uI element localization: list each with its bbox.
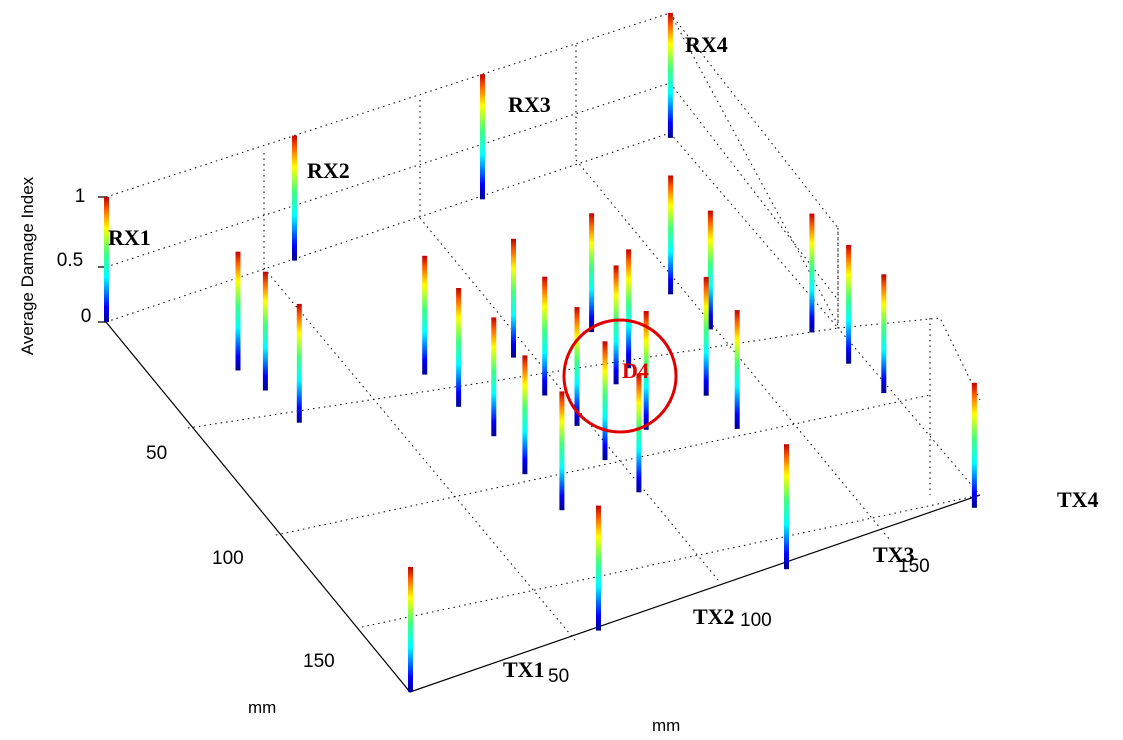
z-tick-0-5: 0.5 xyxy=(57,250,83,271)
damage-label: D4 xyxy=(622,358,649,383)
spike-path-4 xyxy=(422,255,428,375)
label-rx2: RX2 xyxy=(307,158,350,183)
spike-tx1 xyxy=(408,566,413,692)
spike-tx3 xyxy=(784,444,789,570)
spike-path-8 xyxy=(559,391,565,511)
spike-path-16 xyxy=(589,213,595,333)
spike-path-12 xyxy=(602,341,608,461)
spike-path-23 xyxy=(846,244,852,364)
grid-floor xyxy=(187,159,981,641)
spike-path-21 xyxy=(734,310,740,429)
spike-path-22 xyxy=(809,213,815,333)
spike-path-11 xyxy=(574,307,580,426)
spike-path-20 xyxy=(703,276,709,396)
spike-path-17 xyxy=(626,249,632,369)
spike-path-5 xyxy=(456,288,462,407)
spike-path-6 xyxy=(491,317,497,437)
label-rx4: RX4 xyxy=(685,32,728,57)
spike-rx4 xyxy=(667,12,673,138)
z-axis-label: Average Damage Index xyxy=(18,176,37,355)
label-tx2: TX2 xyxy=(693,604,735,629)
label-tx1: TX1 xyxy=(503,657,545,682)
spike-rx1 xyxy=(104,197,109,322)
spike-path-18 xyxy=(668,175,674,295)
y-tick-100: 100 xyxy=(212,548,244,569)
spike-path-14 xyxy=(613,265,619,385)
y-axis-label: mm xyxy=(248,698,276,717)
spike-path-1 xyxy=(235,251,241,371)
spike-rx3 xyxy=(480,74,485,200)
spike-path-24 xyxy=(881,274,887,394)
spike-tx4 xyxy=(971,382,977,508)
spike-bars xyxy=(104,12,977,692)
x-tick-150: 150 xyxy=(898,556,930,577)
spike-path-19 xyxy=(707,210,713,330)
spike-path-7 xyxy=(522,355,528,475)
spike-path-9 xyxy=(511,238,516,358)
spike-path-10 xyxy=(542,276,548,396)
label-tx3: TX3 xyxy=(873,542,915,567)
x-tick-50: 50 xyxy=(548,666,569,687)
spike-rx2 xyxy=(292,135,297,261)
y-tick-50: 50 xyxy=(146,443,167,464)
spike-path-3 xyxy=(296,303,302,423)
label-rx1: RX1 xyxy=(108,225,151,250)
spike-path-2 xyxy=(262,271,268,391)
z-tick-1: 1 xyxy=(75,186,86,207)
x-tick-100: 100 xyxy=(740,610,772,631)
damage-circle xyxy=(562,318,678,434)
spike-tx2 xyxy=(596,505,601,631)
y-tick-150: 150 xyxy=(303,651,335,672)
label-rx3: RX3 xyxy=(508,92,551,117)
x-axis-label: mm xyxy=(652,716,680,735)
spike-path-13 xyxy=(636,373,642,493)
spike-path-15 xyxy=(643,311,649,430)
z-tick-0: 0 xyxy=(81,306,92,327)
label-tx4: TX4 xyxy=(1057,487,1099,512)
